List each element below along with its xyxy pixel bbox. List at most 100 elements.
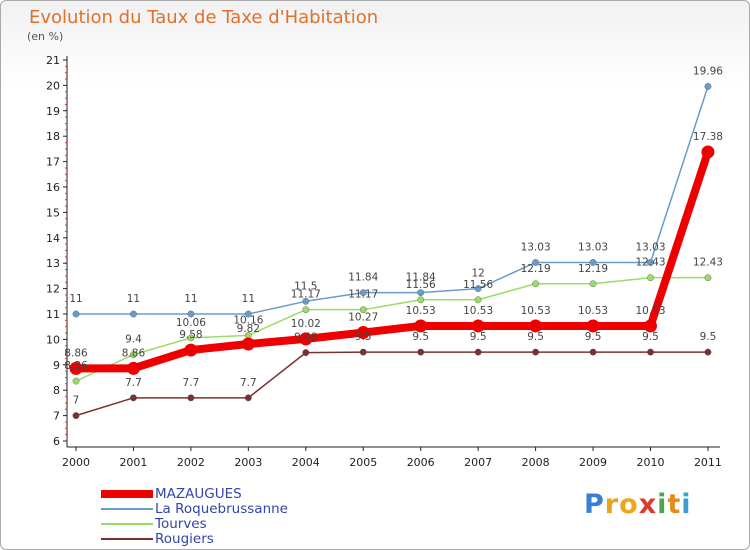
legend-label: Rougiers <box>155 531 214 547</box>
data-label: 9.82 <box>237 323 260 335</box>
y-tick-label: 6 <box>53 435 60 448</box>
data-label: 12 <box>471 268 484 280</box>
legend-item: MAZAUGUES <box>101 486 242 502</box>
logo-letter: x <box>638 489 658 520</box>
data-point <box>647 259 654 266</box>
legend-label: Tourves <box>155 516 207 532</box>
legend-label: MAZAUGUES <box>155 486 242 502</box>
data-point <box>529 319 543 333</box>
legend-swatch <box>101 508 153 510</box>
data-point <box>130 351 137 359</box>
data-point <box>417 296 425 304</box>
data-label: 19.96 <box>693 65 723 77</box>
y-tick-label: 20 <box>46 79 60 92</box>
logo-letter: o <box>619 489 639 520</box>
data-point <box>359 348 367 356</box>
data-point <box>184 343 198 357</box>
data-point <box>187 394 195 402</box>
y-tick-label: 12 <box>46 283 60 296</box>
data-point <box>302 349 310 357</box>
x-tick-label: 2004 <box>292 456 320 469</box>
data-point <box>647 274 654 282</box>
data-point <box>126 361 140 375</box>
y-tick-label: 7 <box>53 410 60 423</box>
x-tick-label: 2001 <box>119 456 147 469</box>
y-tick-label: 9 <box>53 359 60 372</box>
data-point <box>474 348 482 356</box>
data-point <box>589 259 597 266</box>
logo-letter: t <box>667 489 682 520</box>
y-tick-label: 17 <box>46 156 60 169</box>
data-point <box>589 348 597 356</box>
data-label: 7.7 <box>125 377 142 389</box>
data-point <box>414 319 428 333</box>
data-point <box>704 83 712 90</box>
data-label: 8.36 <box>64 360 88 372</box>
data-point <box>586 319 600 333</box>
data-point <box>474 285 482 292</box>
series-line-2 <box>75 276 709 382</box>
data-label: 12.43 <box>693 257 723 269</box>
data-point <box>704 274 712 282</box>
data-point <box>187 334 195 342</box>
x-tick-label: 2011 <box>694 456 722 469</box>
y-tick-label: 16 <box>46 181 60 194</box>
legend-swatch <box>101 490 153 498</box>
x-tick-label: 2006 <box>407 456 435 469</box>
data-point <box>532 348 539 356</box>
data-point <box>644 319 657 333</box>
data-point <box>589 280 597 288</box>
data-label: 11.17 <box>348 289 378 301</box>
series-line-3 <box>75 351 709 417</box>
data-point <box>647 348 654 356</box>
data-label: 10.06 <box>176 317 206 329</box>
data-label: 9.5 <box>470 331 487 343</box>
data-label: 10.53 <box>578 305 608 317</box>
data-label: 9.5 <box>642 331 659 343</box>
y-tick-label: 15 <box>46 206 60 219</box>
logo-letter: i <box>657 489 668 520</box>
data-label: 17.38 <box>693 131 723 143</box>
data-point <box>72 377 80 385</box>
data-point <box>532 280 539 288</box>
data-label: 10.53 <box>406 305 436 317</box>
x-tick-label: 2005 <box>349 456 377 469</box>
data-label: 8.86 <box>64 347 88 359</box>
y-tick-label: 11 <box>46 308 60 321</box>
x-tick-label: 2010 <box>637 456 665 469</box>
data-point <box>299 332 313 346</box>
legend-item: Rougiers <box>101 531 214 547</box>
y-unit-label: (en %) <box>27 30 64 43</box>
data-label: 8.86 <box>122 347 146 359</box>
data-point <box>244 394 252 402</box>
data-point <box>701 145 715 159</box>
data-label: 11 <box>69 293 82 305</box>
legend-swatch <box>101 538 153 540</box>
data-label: 11 <box>242 293 255 305</box>
data-label: 12.19 <box>578 263 608 275</box>
data-point <box>471 319 485 333</box>
data-label: 9.5 <box>412 331 429 343</box>
data-point <box>359 306 367 314</box>
data-point <box>356 326 370 340</box>
data-label: 10.02 <box>291 318 321 330</box>
data-label: 7.7 <box>183 377 200 389</box>
data-label: 10.16 <box>233 314 263 326</box>
legend-label: La Roquebrussanne <box>155 501 288 517</box>
data-point <box>474 296 482 304</box>
data-point <box>72 412 80 419</box>
legend-item: Tourves <box>101 516 207 532</box>
data-point <box>704 348 712 356</box>
data-point <box>417 289 425 297</box>
data-point <box>302 306 310 314</box>
legend-swatch <box>101 523 153 525</box>
data-label: 10.53 <box>635 305 665 317</box>
data-label: 9.4 <box>125 334 142 346</box>
data-label: 7 <box>73 395 80 407</box>
y-tick-label: 10 <box>46 333 60 346</box>
data-label: 11.5 <box>294 280 317 292</box>
data-point <box>72 310 80 318</box>
x-tick-label: 2007 <box>464 456 492 469</box>
data-label: 11 <box>127 293 140 305</box>
